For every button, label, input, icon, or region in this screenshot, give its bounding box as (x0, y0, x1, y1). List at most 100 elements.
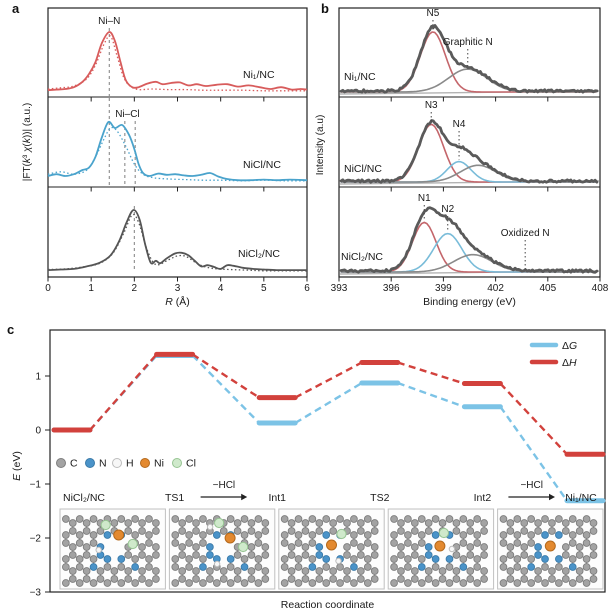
lattice-atom-c (336, 579, 344, 587)
lattice-atom-c (473, 555, 482, 563)
lattice-atom-c (178, 543, 187, 551)
lattice-atom-n (350, 563, 358, 571)
adsorbate-atom-cl (238, 541, 249, 553)
lattice-atom-c (138, 543, 146, 551)
lattice-atom-c (171, 515, 180, 523)
lattice-atom-c (117, 579, 126, 587)
lattice-atom-c (62, 579, 70, 587)
lattice-atom-n (315, 551, 324, 559)
lattice-atom-c (254, 539, 263, 547)
y-axis-title: |FT(k³ χ(k))| (a.u.) (22, 103, 33, 181)
lattice-atom-c (233, 527, 242, 535)
lattice-atom-c (171, 531, 180, 539)
lattice-atom-c (499, 579, 508, 587)
lattice-atom-c (301, 575, 310, 583)
lattice-atom-c (308, 515, 317, 523)
stage-label: NiCl₂/NC (63, 492, 105, 504)
x-tick-label: 2 (132, 283, 138, 294)
lattice-atom-c (513, 579, 522, 587)
lattice-atom-c (178, 527, 187, 535)
lattice-atom-c (506, 527, 515, 535)
lattice-atom-c (131, 555, 139, 563)
lattice-atom-c (329, 527, 338, 535)
lattice-atom-c (247, 519, 256, 527)
lattice-atom-c (199, 539, 207, 547)
lattice-atom-c (280, 515, 289, 523)
x-tick-label: 0 (45, 283, 51, 294)
lattice-atom-c (131, 579, 139, 587)
stage-label: Int2 (474, 492, 492, 504)
atom-legend-cl-dot (172, 458, 182, 468)
lattice-atom-c (404, 563, 412, 571)
lattice-atom-c (315, 519, 324, 527)
lattice-atom-c (110, 567, 119, 575)
lattice-atom-c (233, 551, 242, 559)
energy-connector (294, 381, 363, 425)
lattice-atom-n (206, 543, 214, 551)
adsorbate-atom-h (95, 546, 102, 554)
lattice-atom-c (575, 527, 584, 535)
lattice-atom-c (152, 519, 160, 527)
lattice-atom-c (370, 575, 379, 583)
lattice-atom-c (520, 551, 529, 559)
lattice-atom-c (62, 531, 70, 539)
lattice-atom-c (329, 567, 338, 575)
lattice-atom-c (582, 579, 591, 587)
lattice-atom-c (315, 575, 324, 583)
lattice-atom-c (103, 563, 112, 571)
x-axis-title: Reaction coordinate (281, 599, 375, 611)
lattice-atom-c (561, 527, 570, 535)
lattice-atom-c (370, 527, 379, 535)
lattice-atom-c (138, 567, 146, 575)
lattice-atom-c (185, 579, 193, 587)
legend-label: ΔG (562, 340, 577, 352)
lattice-atom-c (363, 515, 372, 523)
y-tick-label: 0 (35, 426, 41, 437)
lattice-atom-c (254, 579, 263, 587)
lattice-atom-c (178, 551, 187, 559)
panel-a-frame (47, 7, 308, 278)
lattice-atom-c (548, 527, 556, 535)
panel-b-letter: b (321, 1, 329, 16)
lattice-atom-c (82, 543, 91, 551)
stage-label: TS1 (165, 492, 184, 504)
panel-b: 393 396 399 402 405 408 Binding energy (eV) Int… (315, 7, 609, 308)
sample-label: NiCl/NC (344, 163, 382, 175)
lattice-atom-n (568, 563, 577, 571)
lattice-atom-n (459, 563, 468, 571)
xps-peak-label: N5 (427, 8, 440, 19)
lattice-atom-c (555, 579, 563, 587)
lattice-atom-c (520, 567, 529, 575)
lattice-atom-c (363, 539, 372, 547)
lattice-atom-n (555, 531, 563, 539)
lattice-atom-c (226, 563, 235, 571)
lattice-atom-n (541, 531, 549, 539)
adsorbate-atom-cl (100, 519, 111, 531)
lattice-atom-c (410, 551, 419, 559)
lattice-atom-c (219, 527, 228, 535)
lattice-atom-c (357, 575, 365, 583)
lattice-atom-c (575, 567, 584, 575)
lattice-atom-c (103, 579, 112, 587)
lattice-atom-n (103, 531, 112, 539)
lattice-atom-c (548, 567, 556, 575)
energy-connector (397, 361, 465, 385)
lattice-atom-c (261, 567, 270, 575)
lattice-atom-c (96, 575, 105, 583)
lattice-atom-c (452, 527, 461, 535)
lattice-atom-c (534, 575, 542, 583)
lattice-atom-c (589, 527, 598, 535)
lattice-atom-c (589, 567, 598, 575)
lattice-atom-c (390, 563, 398, 571)
lattice-atom-c (301, 567, 310, 575)
lattice-atom-c (287, 519, 296, 527)
lattice-atom-c (527, 539, 536, 547)
lattice-atom-c (192, 575, 200, 583)
lattice-atom-c (452, 575, 461, 583)
xps-peak-label: N3 (425, 100, 438, 111)
lattice-atom-c (424, 527, 433, 535)
transition-label: −HCl (213, 480, 236, 491)
lattice-atom-c (322, 515, 331, 523)
lattice-atom-n (226, 555, 235, 563)
